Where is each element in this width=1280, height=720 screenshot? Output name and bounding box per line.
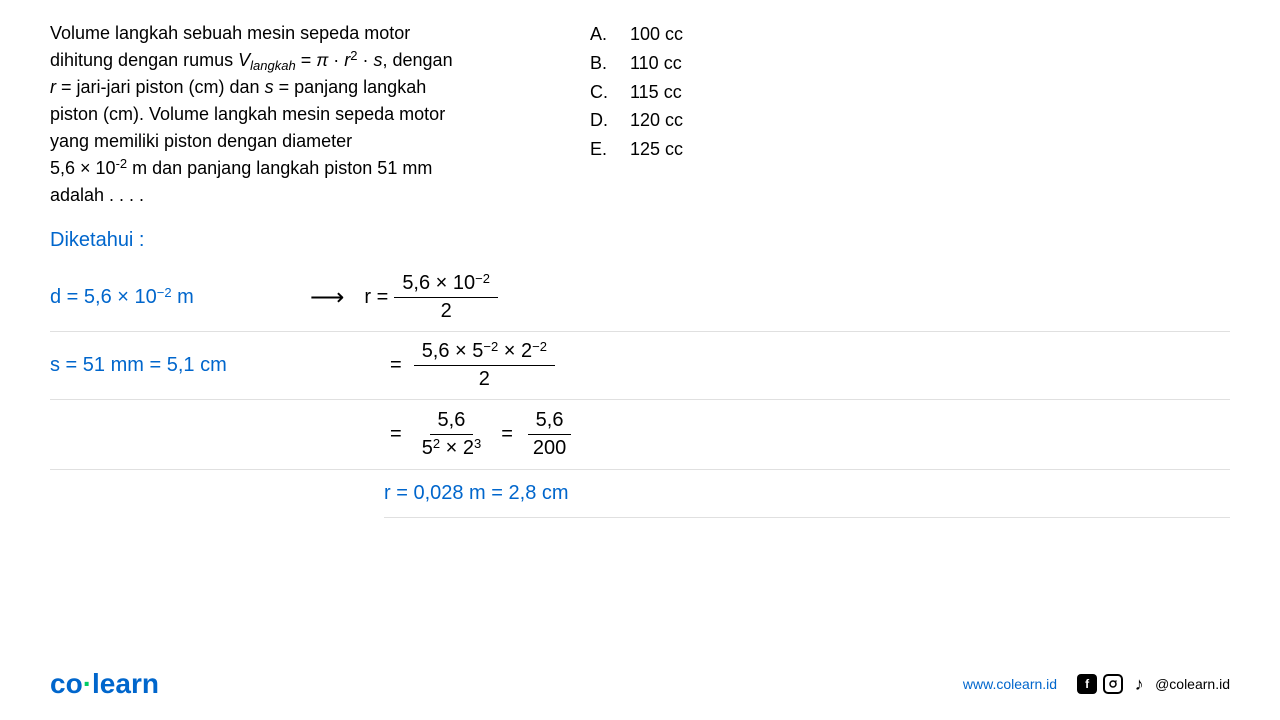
step2-fraction: 5,6 × 5−2 × 2−2 2: [414, 340, 555, 391]
solution-row-1: d = 5,6 × 10−2 m ⟶ r = 5,6 × 10−2 2: [50, 264, 1230, 332]
q-line1: Volume langkah sebuah mesin sepeda motor: [50, 23, 410, 43]
option-e: E. 125 cc: [590, 135, 683, 164]
given-d: d = 5,6 × 10−2 m: [50, 286, 350, 309]
logo-dot: ·: [83, 668, 92, 699]
option-c: C. 115 cc: [590, 78, 683, 107]
solution-section: Diketahui : d = 5,6 × 10−2 m ⟶ r = 5,6 ×…: [50, 229, 1230, 518]
opt-letter: C.: [590, 78, 610, 107]
q-line6a: 5,6 × 10: [50, 158, 116, 178]
social-icons: f ♪ @colearn.id: [1077, 674, 1230, 694]
q-line3c: s: [265, 77, 274, 97]
step3-den1: 52 × 23: [414, 435, 490, 460]
q-line6sup: -2: [116, 156, 128, 171]
step2-den: 2: [471, 366, 498, 391]
opt-value: 115 cc: [630, 78, 682, 107]
q-line2d: ·: [358, 50, 374, 70]
q-sup2: 2: [350, 48, 357, 63]
step2-eq: =: [390, 354, 402, 377]
opt-letter: A.: [590, 20, 610, 49]
opt-value: 125 cc: [630, 135, 683, 164]
work-step3: = 5,6 52 × 23 = 5,6 200: [384, 409, 580, 460]
q-line7: adalah . . . .: [50, 185, 144, 205]
step3-den2: 200: [525, 435, 574, 460]
question-row: Volume langkah sebuah mesin sepeda motor…: [50, 20, 1230, 209]
step3-frac1: 5,6 52 × 23: [414, 409, 490, 460]
option-a: A. 100 cc: [590, 20, 683, 49]
solution-title: Diketahui :: [50, 229, 1230, 252]
step1-lhs: r =: [364, 286, 388, 309]
tiktok-icon[interactable]: ♪: [1129, 674, 1149, 694]
solution-row-2: s = 51 mm = 5,1 cm = 5,6 × 5−2 × 2−2 2: [50, 332, 1230, 400]
result-line: r = 0,028 m = 2,8 cm: [384, 470, 1230, 518]
opt-value: 100 cc: [630, 20, 683, 49]
opt-letter: D.: [590, 106, 610, 135]
q-line3d: = panjang langkah: [274, 77, 427, 97]
q-line5: yang memiliki piston dengan diameter: [50, 131, 352, 151]
given1a: d = 5,6 × 10: [50, 286, 157, 308]
q-line2c: ·: [328, 50, 344, 70]
q-line2b: =: [296, 50, 317, 70]
step1-fraction: 5,6 × 10−2 2: [394, 272, 498, 323]
work-step1: ⟶ r = 5,6 × 10−2 2: [350, 272, 504, 323]
facebook-icon[interactable]: f: [1077, 674, 1097, 694]
option-d: D. 120 cc: [590, 106, 683, 135]
given1b: m: [172, 286, 194, 308]
q-line2e: , dengan: [383, 50, 453, 70]
q-line4: piston (cm). Volume langkah mesin sepeda…: [50, 104, 445, 124]
q-line3b: = jari-jari piston (cm) dan: [56, 77, 265, 97]
solution-row-3: = 5,6 52 × 23 = 5,6 200: [50, 400, 1230, 470]
option-b: B. 110 cc: [590, 49, 683, 78]
step3-eq2: =: [501, 423, 513, 446]
step3-num1: 5,6: [430, 409, 474, 435]
logo-learn: learn: [92, 668, 159, 699]
question-text: Volume langkah sebuah mesin sepeda motor…: [50, 20, 530, 209]
given1sup: −2: [157, 285, 172, 300]
main-content: Volume langkah sebuah mesin sepeda motor…: [0, 0, 1280, 538]
opt-value: 110 cc: [630, 49, 682, 78]
logo-co: co: [50, 668, 83, 699]
opt-letter: E.: [590, 135, 610, 164]
step2-num: 5,6 × 5−2 × 2−2: [414, 340, 555, 366]
instagram-icon[interactable]: [1103, 674, 1123, 694]
given-s: s = 51 mm = 5,1 cm: [50, 354, 350, 377]
work-step2: = 5,6 × 5−2 × 2−2 2: [384, 340, 561, 391]
q-line2a: dihitung dengan rumus: [50, 50, 238, 70]
footer-right: www.colearn.id f ♪ @colearn.id: [963, 674, 1230, 694]
social-handle: @colearn.id: [1155, 676, 1230, 692]
q-pi: π: [316, 50, 328, 70]
step3-num2: 5,6: [528, 409, 572, 435]
q-sub-langkah: langkah: [250, 58, 296, 73]
step3-eq1: =: [390, 423, 402, 446]
step1-den: 2: [433, 298, 460, 323]
logo: co·learn: [50, 668, 159, 700]
step3-frac2: 5,6 200: [525, 409, 574, 460]
opt-value: 120 cc: [630, 106, 683, 135]
website-link[interactable]: www.colearn.id: [963, 676, 1057, 692]
footer: co·learn www.colearn.id f ♪ @colearn.id: [0, 668, 1280, 700]
q-line6b: m dan panjang langkah piston 51 mm: [127, 158, 432, 178]
q-var-v: V: [238, 50, 250, 70]
opt-letter: B.: [590, 49, 610, 78]
q-s: s: [374, 50, 383, 70]
answer-options: A. 100 cc B. 110 cc C. 115 cc D. 120 cc E. 12…: [590, 20, 683, 209]
arrow-icon: ⟶: [310, 283, 344, 312]
step1-num: 5,6 × 10−2: [394, 272, 498, 298]
